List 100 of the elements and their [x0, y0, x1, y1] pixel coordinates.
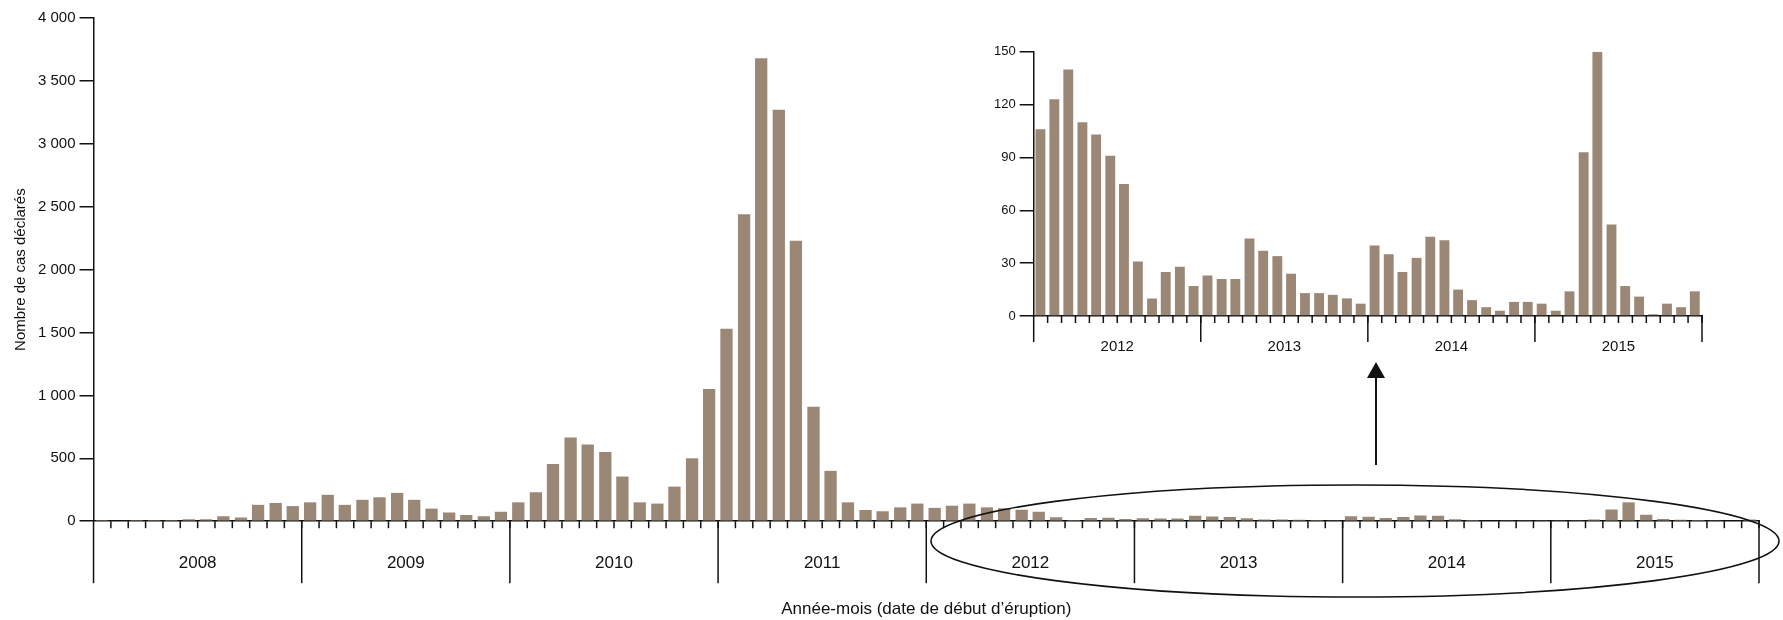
bar — [321, 494, 334, 521]
x-tick-label: 2012 — [1100, 337, 1134, 355]
bar — [1522, 301, 1533, 316]
bar — [668, 486, 681, 521]
bar — [443, 512, 456, 521]
bar — [1411, 257, 1422, 316]
bar — [494, 511, 508, 521]
bar — [1230, 279, 1241, 316]
bar — [1327, 294, 1338, 316]
bar — [1258, 250, 1269, 316]
bar — [303, 502, 317, 521]
bar — [651, 503, 664, 521]
bar — [356, 499, 369, 521]
bar — [1536, 303, 1547, 316]
bar — [720, 328, 733, 521]
bar — [269, 502, 282, 521]
bar — [1605, 509, 1618, 521]
y-tick-label: 1 500 — [37, 322, 76, 340]
bar — [529, 492, 543, 521]
bar — [1622, 502, 1635, 521]
bar — [1509, 301, 1519, 316]
x-tick-label: 2011 — [803, 553, 841, 573]
y-tick-label: 3 000 — [37, 133, 76, 151]
x-tick-label: 2013 — [1219, 553, 1258, 573]
y-axis-title: Nombre de cas déclarés — [11, 188, 29, 351]
bar — [1592, 51, 1603, 316]
bar — [1620, 286, 1631, 316]
y-tick-label: 500 — [50, 448, 76, 466]
y-tick-label: 2 000 — [37, 259, 76, 277]
bar — [1132, 261, 1143, 316]
bar — [1634, 296, 1645, 316]
bar — [338, 504, 351, 521]
bar — [1188, 286, 1199, 316]
bar — [1063, 69, 1074, 316]
bar — [702, 389, 716, 521]
bar — [755, 58, 768, 521]
bar — [1160, 271, 1171, 316]
bar — [945, 505, 959, 521]
bar — [1091, 134, 1102, 316]
bar — [1244, 238, 1255, 316]
x-tick-label: 2008 — [178, 553, 217, 573]
bar — [1300, 293, 1310, 316]
bar — [251, 504, 265, 521]
bar — [789, 240, 803, 521]
bar — [1355, 303, 1366, 316]
bar — [1077, 122, 1088, 316]
bar — [1314, 293, 1325, 316]
bar — [1119, 183, 1129, 316]
y-tick-label: 1 000 — [37, 385, 76, 403]
x-axis-title: Année-mois (date de début d’éruption) — [781, 599, 1072, 619]
bar — [1049, 517, 1063, 521]
bar — [1035, 129, 1046, 316]
bar — [234, 517, 248, 521]
bar — [1272, 256, 1283, 316]
bar — [633, 502, 646, 521]
y-tick-label: 30 — [1001, 254, 1016, 270]
bar — [1202, 275, 1213, 316]
bar — [1425, 236, 1436, 316]
bar — [1032, 511, 1045, 521]
bar — [512, 502, 525, 521]
y-tick-label: 60 — [1001, 201, 1016, 217]
bar — [772, 109, 785, 521]
bar — [1689, 291, 1700, 316]
y-tick-label: 2 500 — [37, 196, 76, 214]
bar — [390, 492, 404, 521]
bar — [737, 214, 751, 521]
y-tick-label: 4 000 — [37, 8, 76, 26]
bar — [1564, 291, 1575, 316]
bar — [1397, 271, 1408, 316]
bar — [928, 507, 941, 521]
y-tick-label: 3 500 — [37, 71, 76, 89]
y-tick-label: 90 — [1001, 149, 1016, 165]
bar — [1383, 254, 1394, 316]
y-tick-label: 0 — [67, 511, 76, 529]
bar — [1015, 509, 1028, 521]
x-tick-label: 2009 — [386, 553, 425, 573]
x-tick-label: 2012 — [1011, 553, 1050, 573]
bar — [807, 406, 820, 521]
x-tick-label: 2015 — [1635, 553, 1674, 573]
bar — [373, 497, 386, 521]
bar — [1342, 298, 1352, 316]
bar — [425, 508, 438, 521]
x-tick-label: 2014 — [1434, 337, 1469, 355]
bar — [477, 516, 491, 521]
bar — [1147, 298, 1157, 316]
bar — [894, 507, 907, 521]
y-tick-label: 120 — [993, 96, 1016, 112]
bar — [1662, 303, 1672, 316]
bar — [286, 506, 299, 521]
y-tick-label: 150 — [993, 43, 1016, 59]
x-tick-label: 2014 — [1427, 553, 1466, 573]
bar — [824, 470, 837, 521]
bar — [1578, 152, 1589, 316]
bar — [1676, 307, 1687, 316]
bar — [963, 503, 976, 521]
x-tick-label: 2013 — [1267, 337, 1301, 355]
bar — [1049, 99, 1060, 316]
bar — [1286, 273, 1296, 316]
bar — [876, 511, 889, 521]
bar — [1606, 224, 1617, 316]
